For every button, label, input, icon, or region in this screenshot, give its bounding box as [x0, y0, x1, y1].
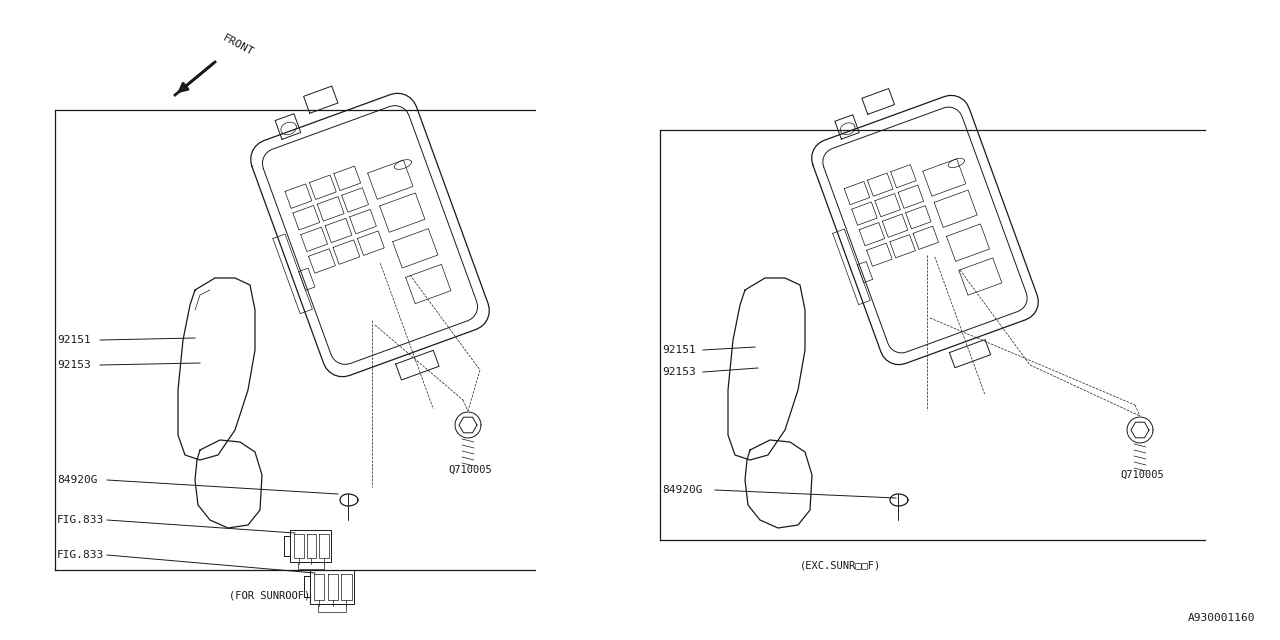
Text: FIG.833: FIG.833: [58, 515, 104, 525]
Text: 84920G: 84920G: [58, 475, 97, 485]
Text: 92151: 92151: [58, 335, 91, 345]
Text: (FOR SUNROOF): (FOR SUNROOF): [229, 590, 311, 600]
Text: Q710005: Q710005: [448, 465, 492, 475]
Text: 84920G: 84920G: [662, 485, 703, 495]
Text: A930001160: A930001160: [1188, 613, 1254, 623]
Text: 92153: 92153: [662, 367, 696, 377]
Text: FRONT: FRONT: [221, 33, 256, 58]
Text: 92151: 92151: [662, 345, 696, 355]
Text: FIG.833: FIG.833: [58, 550, 104, 560]
Text: Q710005: Q710005: [1120, 470, 1164, 480]
Text: 92153: 92153: [58, 360, 91, 370]
Text: (EXC.SUNR□□F): (EXC.SUNR□□F): [800, 560, 881, 570]
